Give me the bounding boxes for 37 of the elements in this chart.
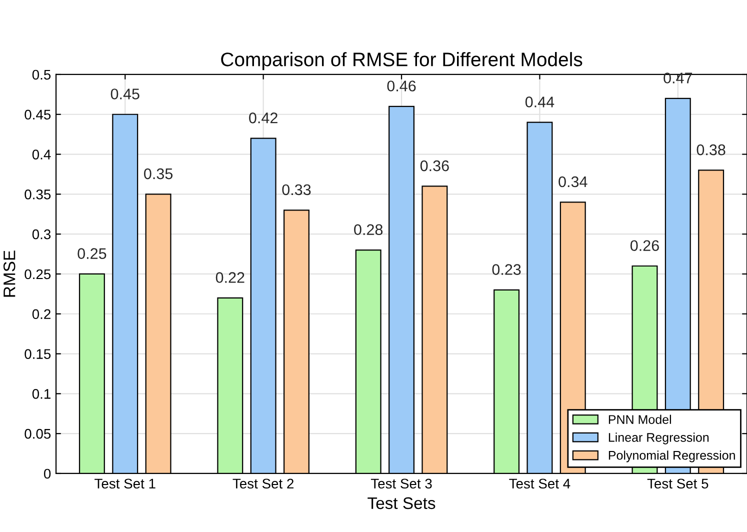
y-tick-label: 0.15 [24,349,51,359]
data-label: 0.35 [144,168,173,180]
data-label: 0.36 [420,160,449,172]
y-tick-label: 0.45 [24,110,51,120]
y-tick-label: 0 [44,468,51,479]
y-tick-label: 0.1 [32,389,50,399]
data-label: 0.22 [216,272,244,283]
y-axis-title: RMSE [3,250,16,297]
legend-label: Linear Regression [608,432,709,444]
legend-label: PNN Model [608,414,671,424]
y-tick-label: 0.35 [24,190,51,200]
data-label: 0.45 [110,88,140,100]
y-tick-label: 0.4 [32,150,51,160]
data-label: 0.34 [558,176,588,188]
data-label: 0.28 [354,224,383,236]
x-axis-title: Test Sets [368,497,436,510]
x-tick-label: Test Set 2 [232,478,294,489]
y-tick-label: 0.3 [32,229,51,240]
y-tick-label: 0.05 [24,428,51,439]
data-label: 0.47 [664,72,692,84]
y-tick-label: 0.2 [32,309,50,320]
legend-label: Polynomial Regression [608,450,735,462]
x-tick-label: Test Set 5 [647,478,708,489]
data-label: 0.23 [492,264,521,275]
x-tick-label: Test Set 4 [509,478,570,489]
data-label: 0.25 [78,248,106,259]
data-label: 0.26 [630,240,659,252]
data-label: 0.46 [387,80,416,92]
data-label: 0.38 [696,144,726,156]
chart-title: Comparison of RMSE for Different Models [221,52,582,70]
x-tick-label: Test Set 1 [94,478,156,489]
x-tick-label: Test Set 3 [370,478,432,489]
data-label: 0.42 [249,112,278,124]
y-tick-label: 0.25 [24,269,51,280]
data-label: 0.44 [525,96,554,108]
y-tick-label: 0.5 [32,70,51,80]
data-label: 0.33 [282,184,311,196]
